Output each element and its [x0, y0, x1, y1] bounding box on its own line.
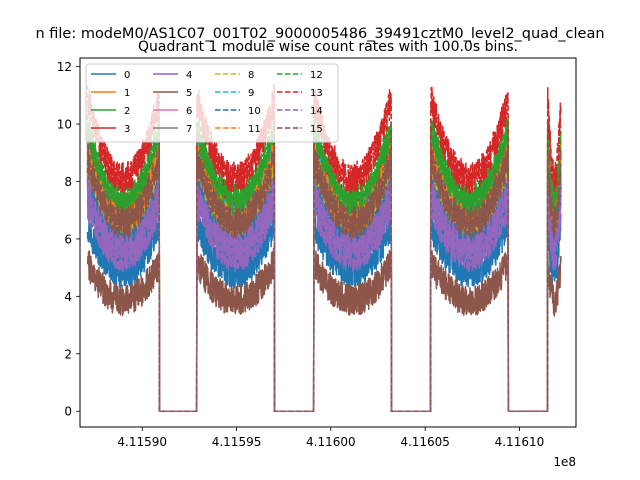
legend-label-4: 4: [186, 70, 192, 81]
legend-entry-0: 0: [91, 70, 130, 81]
legend-entry-10: 10: [215, 106, 261, 117]
y-tick-label-0: 0: [64, 405, 72, 419]
legend-entry-12: 12: [277, 70, 323, 81]
x-tick-label-4: 4.11610: [495, 435, 545, 449]
y-tick-label-5: 10: [57, 118, 72, 132]
legend-entry-13: 13: [277, 88, 323, 99]
legend-label-7: 7: [186, 124, 192, 135]
x-offset-label: 1e8: [553, 455, 576, 469]
x-tick-label-1: 4.11595: [212, 435, 262, 449]
legend-label-10: 10: [248, 106, 261, 117]
legend-label-0: 0: [124, 70, 130, 81]
legend-label-11: 11: [248, 124, 261, 135]
y-tick-label-3: 6: [64, 232, 72, 246]
legend-entry-8: 8: [215, 70, 254, 81]
legend-entry-15: 15: [277, 124, 323, 135]
y-tick-label-4: 8: [64, 175, 72, 189]
legend-label-8: 8: [248, 70, 254, 81]
series-layer: [86, 83, 562, 412]
legend-label-13: 13: [310, 88, 323, 99]
legend-label-12: 12: [310, 70, 323, 81]
legend-entry-6: 6: [153, 106, 192, 117]
legend-entry-9: 9: [215, 88, 254, 99]
x-tick-label-2: 4.11600: [306, 435, 356, 449]
axes-frame: [79, 57, 577, 428]
legend-label-2: 2: [124, 106, 130, 117]
x-tick-label-0: 4.11590: [117, 435, 167, 449]
series-line-14: [86, 177, 562, 412]
legend-label-9: 9: [248, 88, 254, 99]
y-tick-label-1: 2: [64, 347, 72, 361]
y-axis: 0 2 4 6 8 10 12: [57, 60, 80, 419]
y-tick-label-6: 12: [57, 60, 72, 74]
series-line-15: [86, 142, 562, 412]
legend-entry-3: 3: [91, 124, 130, 135]
legend-entry-2: 2: [91, 106, 130, 117]
legend-entry-14: 14: [277, 106, 323, 117]
legend-entry-5: 5: [153, 88, 192, 99]
x-axis: 4.11590 4.11595 4.11600 4.11605 4.11610: [117, 427, 544, 449]
legend-label-3: 3: [124, 124, 130, 135]
legend-entry-1: 1: [91, 88, 130, 99]
plot-area: [79, 57, 577, 428]
legend-frame: [85, 63, 339, 143]
chart-title: Quadrant 1 module wise count rates with …: [138, 39, 518, 55]
legend-entry-7: 7: [153, 124, 192, 135]
y-tick-label-2: 4: [64, 290, 72, 304]
legend-label-15: 15: [310, 124, 323, 135]
legend-entry-11: 11: [215, 124, 261, 135]
x-tick-label-3: 4.11605: [400, 435, 450, 449]
legend-label-14: 14: [310, 106, 323, 117]
figure-suptitle: n file: modeM0/AS1C07_001T02_9000005486_…: [35, 26, 604, 42]
legend-label-5: 5: [186, 88, 192, 99]
legend-label-6: 6: [186, 106, 192, 117]
legend-entry-4: 4: [153, 70, 192, 81]
legend-label-1: 1: [124, 88, 130, 99]
